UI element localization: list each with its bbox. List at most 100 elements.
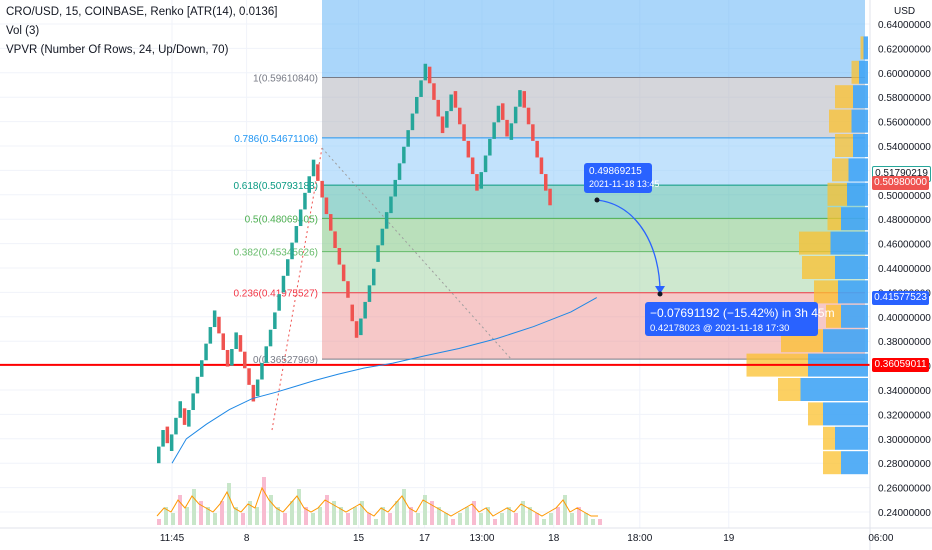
vpvr-up-bar — [808, 402, 823, 426]
volume-legend[interactable]: Vol (3) — [6, 25, 40, 37]
volume-bar — [479, 513, 483, 525]
price-tick-label: 0.44000000 — [878, 264, 931, 275]
renko-brick-up — [178, 401, 182, 418]
renko-brick-up — [367, 285, 372, 302]
price-axis-bg — [870, 0, 932, 550]
volume-bar — [199, 501, 203, 525]
volume-bar — [269, 495, 273, 525]
renko-brick-down — [453, 91, 458, 108]
time-tick-label: 13:00 — [469, 533, 494, 544]
vpvr-down-bar — [851, 109, 868, 133]
point-price: 0.49869215 — [589, 166, 642, 177]
fib-label: 0.5(0.48069405) — [245, 214, 318, 225]
volume-bar — [374, 519, 378, 525]
volume-bar — [164, 507, 168, 525]
renko-brick-up — [372, 268, 376, 286]
volume-bar — [388, 513, 392, 525]
volume-bar — [367, 513, 371, 525]
renko-brick-up — [380, 228, 385, 246]
volume-bar — [346, 513, 350, 525]
renko-brick-up — [286, 259, 290, 276]
price-tag: 0.50980000 — [872, 175, 929, 190]
renko-brick-up — [513, 106, 518, 124]
renko-brick-up — [174, 417, 178, 435]
measure-change: −0.07691192 (−15.42%) in 3h 45m — [650, 306, 835, 320]
volume-bar — [185, 507, 189, 525]
measure-target: 0.42178023 @ 2021-11-18 17:30 — [650, 323, 790, 334]
measure-arrowhead — [655, 286, 665, 294]
vpvr-up-bar — [802, 256, 835, 279]
renko-brick-down — [531, 124, 535, 141]
volume-bar — [227, 483, 231, 525]
volume-bar — [304, 507, 308, 525]
renko-brick-up — [449, 94, 453, 112]
renko-brick-up — [406, 130, 410, 147]
volume-bar — [171, 513, 175, 525]
volume-bar — [577, 507, 581, 525]
renko-brick-up — [260, 362, 264, 380]
fib-label: 0.382(0.45345626) — [233, 248, 318, 259]
price-tick-label: 0.34000000 — [878, 386, 931, 397]
renko-brick-up — [208, 327, 213, 344]
volume-bar — [451, 519, 455, 525]
renko-brick-down — [432, 83, 436, 100]
volume-bar — [255, 507, 259, 525]
fib-label: 1(0.59610840) — [253, 74, 318, 85]
time-tick-label: 17 — [419, 533, 431, 544]
fib-zone-top — [322, 0, 865, 78]
price-tick-label: 0.62000000 — [878, 44, 931, 55]
volume-bar — [325, 495, 329, 525]
renko-brick-up — [212, 310, 217, 328]
trend-lines[interactable] — [0, 147, 870, 431]
volume-bar — [472, 501, 476, 525]
volume-histogram — [156, 477, 602, 525]
volume-bar — [297, 489, 301, 525]
vpvr-down-bar — [835, 426, 868, 450]
renko-brick-down — [436, 99, 440, 117]
renko-brick-up — [518, 90, 522, 107]
renko-brick-up — [410, 113, 415, 131]
renko-brick-up — [492, 122, 496, 139]
renko-brick-up — [376, 245, 380, 262]
renko-brick-up — [157, 446, 161, 464]
vpvr-legend[interactable]: VPVR (Number Of Rows, 24, Up/Down, 70) — [6, 44, 229, 56]
price-tick-label: 0.46000000 — [878, 240, 931, 251]
time-tick-label: 19 — [723, 533, 735, 544]
volume-bar — [332, 501, 336, 525]
volume-bar — [570, 513, 574, 525]
vpvr-up-bar — [823, 426, 835, 450]
time-tick-label: 8 — [244, 533, 250, 544]
volume-bar — [493, 519, 497, 525]
measure-arrow[interactable] — [594, 197, 666, 297]
vpvr-down-bar — [838, 280, 868, 304]
renko-brick-up — [204, 343, 208, 361]
renko-brick-down — [548, 188, 552, 206]
renko-brick-up — [195, 376, 200, 394]
renko-brick-down — [341, 264, 346, 282]
volume-bar — [318, 507, 322, 525]
volume-bar — [192, 489, 196, 525]
renko-brick-up — [393, 179, 397, 197]
renko-brick-down — [539, 157, 544, 175]
volume-bar — [563, 495, 567, 525]
price-tag: 0.41577523 — [872, 290, 929, 305]
vpvr-down-bar — [859, 60, 868, 84]
ma-line — [171, 297, 598, 464]
price-tick-label: 0.58000000 — [878, 93, 931, 104]
price-tag: 0.36059011 — [872, 357, 929, 372]
fib-label: 0.786(0.54671106) — [234, 134, 318, 145]
volume-bar — [549, 513, 553, 525]
symbol-legend[interactable]: CRO/USD, 15, COINBASE, Renko [ATR(14), 0… — [6, 6, 278, 18]
vpvr-up-bar — [851, 60, 859, 84]
volume-bar — [381, 507, 385, 525]
renko-brick-up — [423, 63, 428, 81]
renko-brick-up — [290, 242, 294, 260]
price-point-label: 0.49869215 2021-11-18 13:45 — [584, 163, 659, 193]
price-tick-label: 0.32000000 — [878, 410, 931, 421]
renko-brick-down — [324, 197, 329, 215]
renko-brick-up — [303, 192, 307, 210]
volume-bar — [507, 507, 511, 525]
price-tick-label: 0.30000000 — [878, 435, 931, 446]
vpvr-down-bar — [853, 85, 868, 109]
